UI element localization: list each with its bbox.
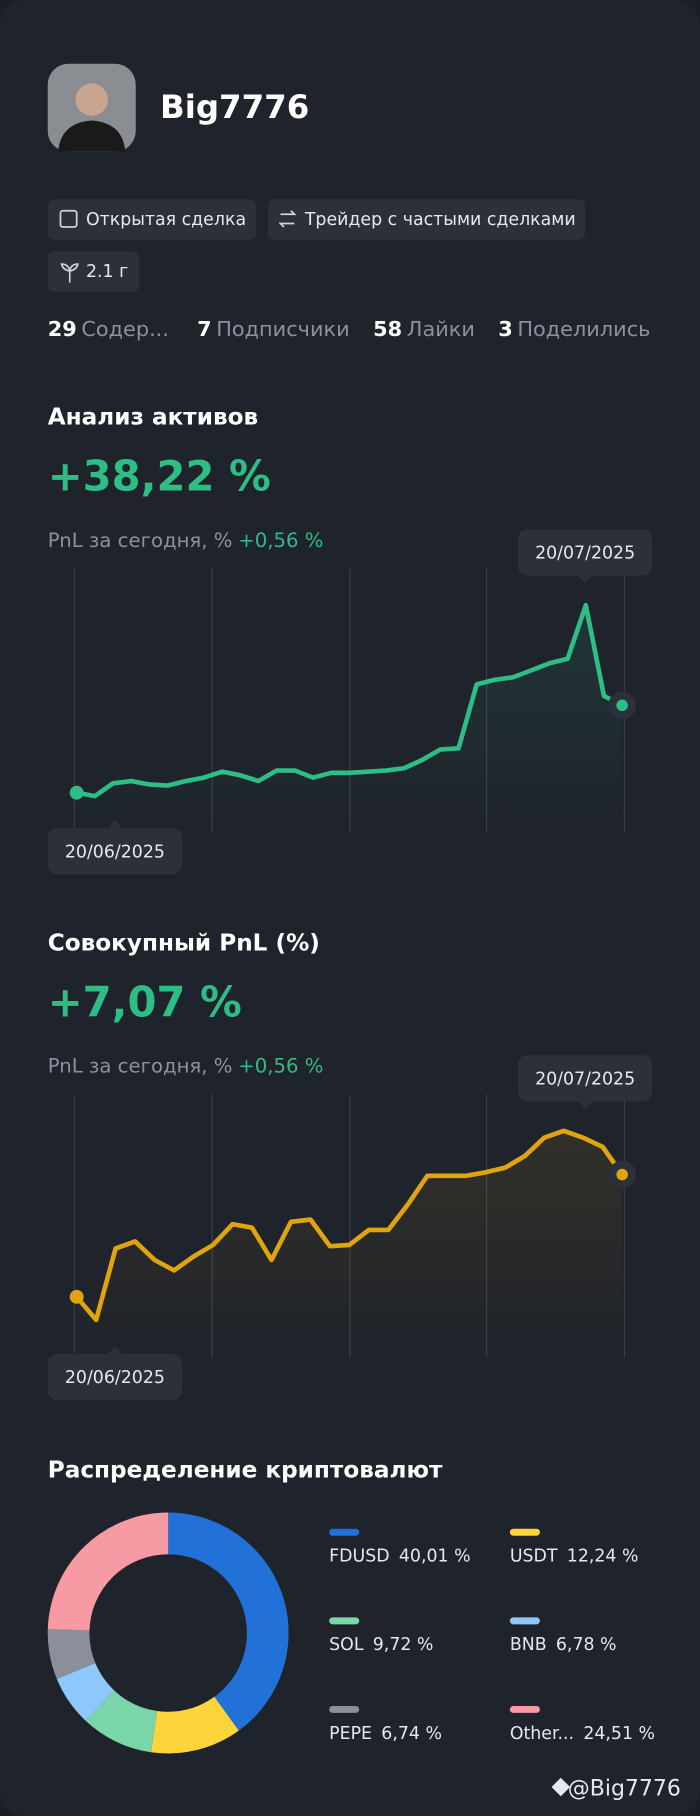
username: Big7776 — [160, 88, 309, 126]
date-label: 20/07/2025 — [535, 1069, 635, 1089]
legend-swatch — [329, 1705, 360, 1713]
legend-name: Other... — [510, 1724, 574, 1744]
date-label: 20/06/2025 — [65, 842, 165, 862]
legend-value: 12,24 % — [567, 1547, 639, 1567]
stat-label: Содер... — [81, 317, 169, 341]
badge-label: Открытая сделка — [86, 210, 246, 230]
donut-segment — [47, 1512, 289, 1754]
stat-label: Лайки — [407, 317, 475, 341]
stat-label: Поделились — [517, 317, 650, 341]
stat-value: 3 — [498, 317, 513, 341]
legend-swatch — [509, 1528, 540, 1536]
stat-label: Подписчики — [216, 317, 349, 341]
line — [74, 602, 625, 799]
legend-swatch — [509, 1705, 540, 1713]
badge: 2.1 г — [47, 251, 140, 292]
headline-value: +7,07 % — [48, 977, 242, 1026]
pnl-value: +0,56 % — [238, 528, 323, 551]
tooltip-pointer — [107, 1345, 122, 1354]
legend-name: PEPE — [329, 1724, 372, 1744]
pnl-label: PnL за сегодня, % — [48, 528, 233, 551]
legend-value: 6,74 % — [381, 1724, 442, 1744]
legend-swatch — [329, 1617, 360, 1625]
stat-value: 29 — [48, 317, 77, 341]
badge-label: 2.1 г — [86, 262, 128, 282]
line — [74, 1128, 625, 1323]
pnl-today: PnL за сегодня, % +0,56 % — [48, 1054, 324, 1077]
legend-name: SOL — [329, 1635, 364, 1655]
legend-value: 24,51 % — [583, 1724, 655, 1744]
logo — [551, 1777, 571, 1797]
line-area — [76, 1130, 623, 1358]
watermark: @Big7776 — [568, 1776, 681, 1801]
section-title: Распределение криптовалют — [48, 1457, 443, 1483]
stat-value: 58 — [373, 317, 402, 341]
legend-name: FDUSD — [329, 1547, 389, 1567]
date-tooltip — [517, 529, 653, 576]
stat: 58 Лайки — [373, 317, 475, 341]
stat: 29 Содер... — [48, 317, 169, 341]
headline-value: +38,22 % — [48, 451, 271, 500]
legend-swatch — [329, 1528, 360, 1536]
start-point — [69, 785, 84, 800]
legend-name: BNB — [510, 1635, 547, 1655]
date-label: 20/07/2025 — [535, 544, 635, 564]
stat: 7 Подписчики — [197, 317, 350, 341]
stat: 3 Поделились — [498, 317, 650, 341]
legend-swatch — [509, 1617, 540, 1625]
date-tooltip — [47, 1353, 183, 1401]
legend-value: 40,01 % — [399, 1547, 471, 1567]
avatar[interactable] — [47, 63, 136, 152]
date-label: 20/06/2025 — [65, 1368, 165, 1388]
tooltip-pointer — [578, 1101, 593, 1110]
date-tooltip — [517, 1055, 653, 1102]
badge: Открытая сделка — [47, 199, 257, 240]
legend-value: 9,72 % — [373, 1635, 434, 1655]
tooltip-pointer — [578, 575, 593, 584]
stat-value: 7 — [197, 317, 212, 341]
section-title: Совокупный PnL (%) — [48, 930, 320, 956]
pnl-value: +0,56 % — [238, 1054, 323, 1077]
tooltip-pointer — [107, 819, 122, 829]
donut-segment — [47, 1512, 289, 1754]
badge: Трейдер с частыми сделками — [267, 199, 586, 240]
stats: 29 Содер... 7 Подписчики 58 Лайки 3 Поделили… — [48, 317, 651, 341]
end-point — [616, 1168, 628, 1181]
legend-name: USDT — [510, 1547, 558, 1567]
pnl-today: PnL за сегодня, % +0,56 % — [48, 528, 324, 551]
end-point — [616, 699, 628, 712]
badge-label: Трейдер с частыми сделками — [304, 210, 576, 230]
donut-segment — [47, 1512, 289, 1754]
legend-value: 6,78 % — [556, 1635, 617, 1655]
pnl-label: PnL за сегодня, % — [48, 1054, 233, 1077]
date-tooltip — [47, 828, 183, 875]
section-title: Анализ активов — [48, 405, 258, 431]
start-point — [69, 1289, 84, 1304]
